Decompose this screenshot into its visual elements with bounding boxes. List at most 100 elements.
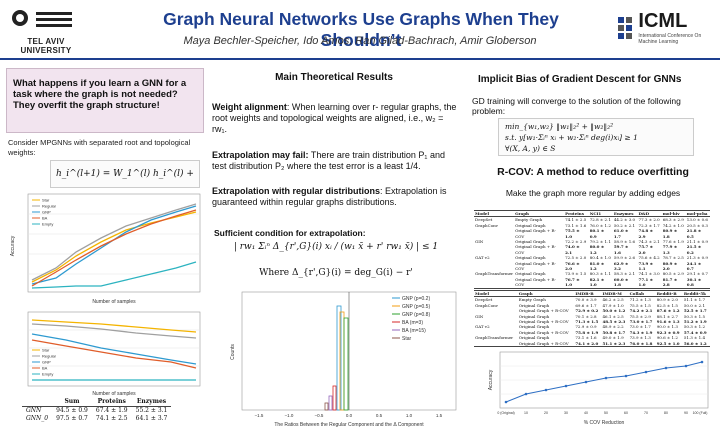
plot2-legend: Star Regular GNP BA Empty [32, 348, 57, 377]
question-text: What happens if you learn a GNN for a ta… [13, 78, 187, 100]
table-cell: 21.8 ± 0.5 [686, 228, 702, 239]
conference-subtitle: International Conference On Machine Lear… [638, 33, 702, 45]
table-cell: GAT v2 [475, 324, 490, 330]
table-cell: 73.9 ± 1.5 [565, 271, 587, 277]
table-cell: Original Graph [515, 222, 546, 228]
table-cell: 73.0 ± 1.7 [629, 324, 651, 330]
table-row: GNN 94.5 ± 0.9 67.4 ± 1.9 55.2 ± 3.1 [26, 407, 168, 414]
table-cell: 73.1 ± 1.6 [575, 335, 597, 341]
table-cell: 77.3 ± 2.0 [638, 217, 660, 223]
table-cell: Original Graph + R-COV [515, 260, 556, 272]
where-equation: Where Δ_{r',G}(i) = deg_G(i) − r' [259, 268, 413, 278]
table-cell: 48.9 ± 2.2 [602, 324, 624, 330]
table-cell: 82.1 ± 1.0 [589, 276, 605, 288]
table-cell: 52.5 ± 1.7 [683, 308, 707, 314]
table-cell: Original Graph [518, 302, 550, 308]
table-cell: 75.8 ± 1.9 [575, 329, 599, 335]
cov-reduction-plot: 0 (Original) 10 20 30 40 50 60 70 80 90 … [488, 351, 709, 426]
conference-name: ICML [638, 10, 688, 32]
tau-emblem-icon [12, 10, 72, 27]
table-cell: 77.1 ± 1.0 [638, 276, 654, 288]
table-cell: 50.8 ± 1.7 [602, 329, 626, 335]
table-cell [474, 277, 514, 288]
table-cell: 49.0 ± 1.9 [602, 335, 624, 341]
table-row: Original Graph + R-COV 75.8 ± 1.9 50.8 ± 1… [474, 330, 710, 335]
hist-bar-gnp08 [343, 317, 349, 411]
table-row: Original Graph + R-COV 72.9 ± 0.2 50.0 ± 1… [474, 308, 710, 313]
results-table-1: Model Graph Proteins NCI1 Enzymes D&D mol-hiv m… [474, 210, 710, 289]
header-divider [0, 58, 720, 60]
table-cell: 80.9 ± 2.0 [656, 297, 678, 303]
plot2-series-gnp [31, 333, 197, 365]
table-cell: 30.1 ± 0.8 [686, 276, 702, 288]
svg-text:−0.5: −0.5 [315, 413, 324, 418]
optimization-box: min_{w₁,w₂} ‖w₁‖₂² + ‖w₂‖₂² s.t. y[w₁·Σᵢ… [498, 118, 694, 156]
poster-title: Graph Neural Networks Use Graphs When Th… [163, 9, 559, 50]
table-cell: 80.5 ± 2.9 [662, 271, 684, 277]
table-cell: Original Graph + R-COV [518, 319, 569, 325]
table-header-cell: D&D [638, 211, 650, 216]
table-cell: 21.5 ± 0.2 [686, 244, 702, 255]
svg-text:10: 10 [524, 411, 528, 415]
icml-emblem-icon [618, 16, 635, 39]
table-cell: 61.0 ± 1.7 [613, 228, 629, 239]
table-header-cell: IMDB-M [602, 291, 622, 296]
extrapolation-fail-text: There are train distribution P₁ and test… [212, 150, 445, 171]
table-cell: 71.2 ± 1.3 [629, 297, 651, 303]
answer-text: They overfit the graph structure! [13, 100, 160, 111]
table-cell: 44.2 ± 3.0 [613, 217, 636, 223]
table-header-cell: Model [475, 291, 489, 296]
table-cell: Original Graph + R-COV [518, 340, 569, 346]
table-cell: 88.1 ± 2.7 [656, 313, 678, 319]
table-cell: Original Graph [518, 313, 550, 319]
table-cell: 76.0 ± 1.8 [629, 340, 653, 346]
table-cell: Original Graph + R-COV [515, 276, 556, 288]
rcov-subheading: Make the graph more regular by adding ed… [505, 188, 681, 198]
table-cell: Original Graph [515, 239, 546, 245]
hist-bar-ba3 [332, 385, 337, 411]
plot1-series-regular [31, 203, 197, 281]
table-cell: GIN [475, 239, 484, 245]
table-cell: 72.9 ± 0.9 [575, 324, 597, 330]
table-cell: 73.9 ± 1.1 [638, 260, 654, 272]
gd-text: GD training will converge to the solutio… [472, 96, 681, 116]
table-header-cell: mol-pcba [686, 211, 708, 216]
plot1-legend-gnp: GNP [42, 210, 51, 215]
table-cell: 74.2 ± 2.1 [629, 308, 653, 314]
svg-text:50: 50 [604, 411, 608, 415]
svg-text:100 (Full): 100 (Full) [693, 411, 708, 415]
table-cell: 74.3 ± 1.9 [629, 329, 653, 335]
table-cell: 51.3 ± 1.4 [683, 335, 705, 341]
small-table-header: Enzymes [136, 398, 167, 405]
svg-text:0 (Original): 0 (Original) [497, 411, 514, 415]
small-table-header: Proteins [97, 398, 126, 405]
table-row: GraphTransformer Original Graph 73.9 ± 1.5… [474, 271, 710, 276]
table-cell: 56.0 ± 1.2 [683, 340, 707, 346]
table-cell: 76.7 ± 1.0 [565, 276, 580, 288]
hist-legend-ba15: BA (m=15) [402, 328, 426, 334]
table-cell: 24.1 ± 0.7 [686, 260, 702, 272]
table-cell: 51.1 ± 2.3 [602, 340, 626, 346]
table-header-cell: Model [475, 211, 489, 216]
table-cell: 60.0 ± 1.8 [613, 276, 629, 288]
results-table-2: Model Graph IMDB-B IMDB-M Collab Reddit-B Redd… [474, 290, 710, 348]
table-cell: Original Graph [515, 271, 546, 277]
svg-text:90: 90 [684, 411, 688, 415]
table-cell: 72.8 ± 2.1 [589, 217, 611, 223]
table-header-cell: IMDB-B [575, 291, 594, 296]
table-cell: 68.3 ± 2.9 [662, 217, 684, 223]
table-cell: DeepSet [475, 217, 493, 223]
plot1-series-ba [31, 209, 197, 287]
table-cell: 90.0 ± 1.3 [656, 324, 678, 330]
table-row: Original Graph + R-COV 74.0 ± 2.1 80.0 ± 1… [474, 244, 710, 255]
ratio-histogram: GNP (p=0.2) GNP (p=0.5) GNP (p=0.8) BA (… [230, 291, 457, 428]
table-header-cell: Reddit-5k [683, 291, 706, 296]
table-cell: 75.6 ± 4.2 [638, 255, 660, 261]
table-cell: 47.9 ± 1.0 [602, 302, 624, 308]
table-cell: 78.7 ± 2.5 [662, 255, 684, 261]
table-cell: 75.7 ± 2.0 [638, 244, 654, 255]
table-row: Original Graph + R-COV 76.6 ± 2.0 81.0 ± 1… [474, 261, 710, 272]
weight-alignment-block: Weight alignment: When learning over r- … [212, 102, 460, 135]
table-cell: GraphConv [475, 302, 498, 308]
table-header-cell: Enzymes [613, 211, 634, 216]
